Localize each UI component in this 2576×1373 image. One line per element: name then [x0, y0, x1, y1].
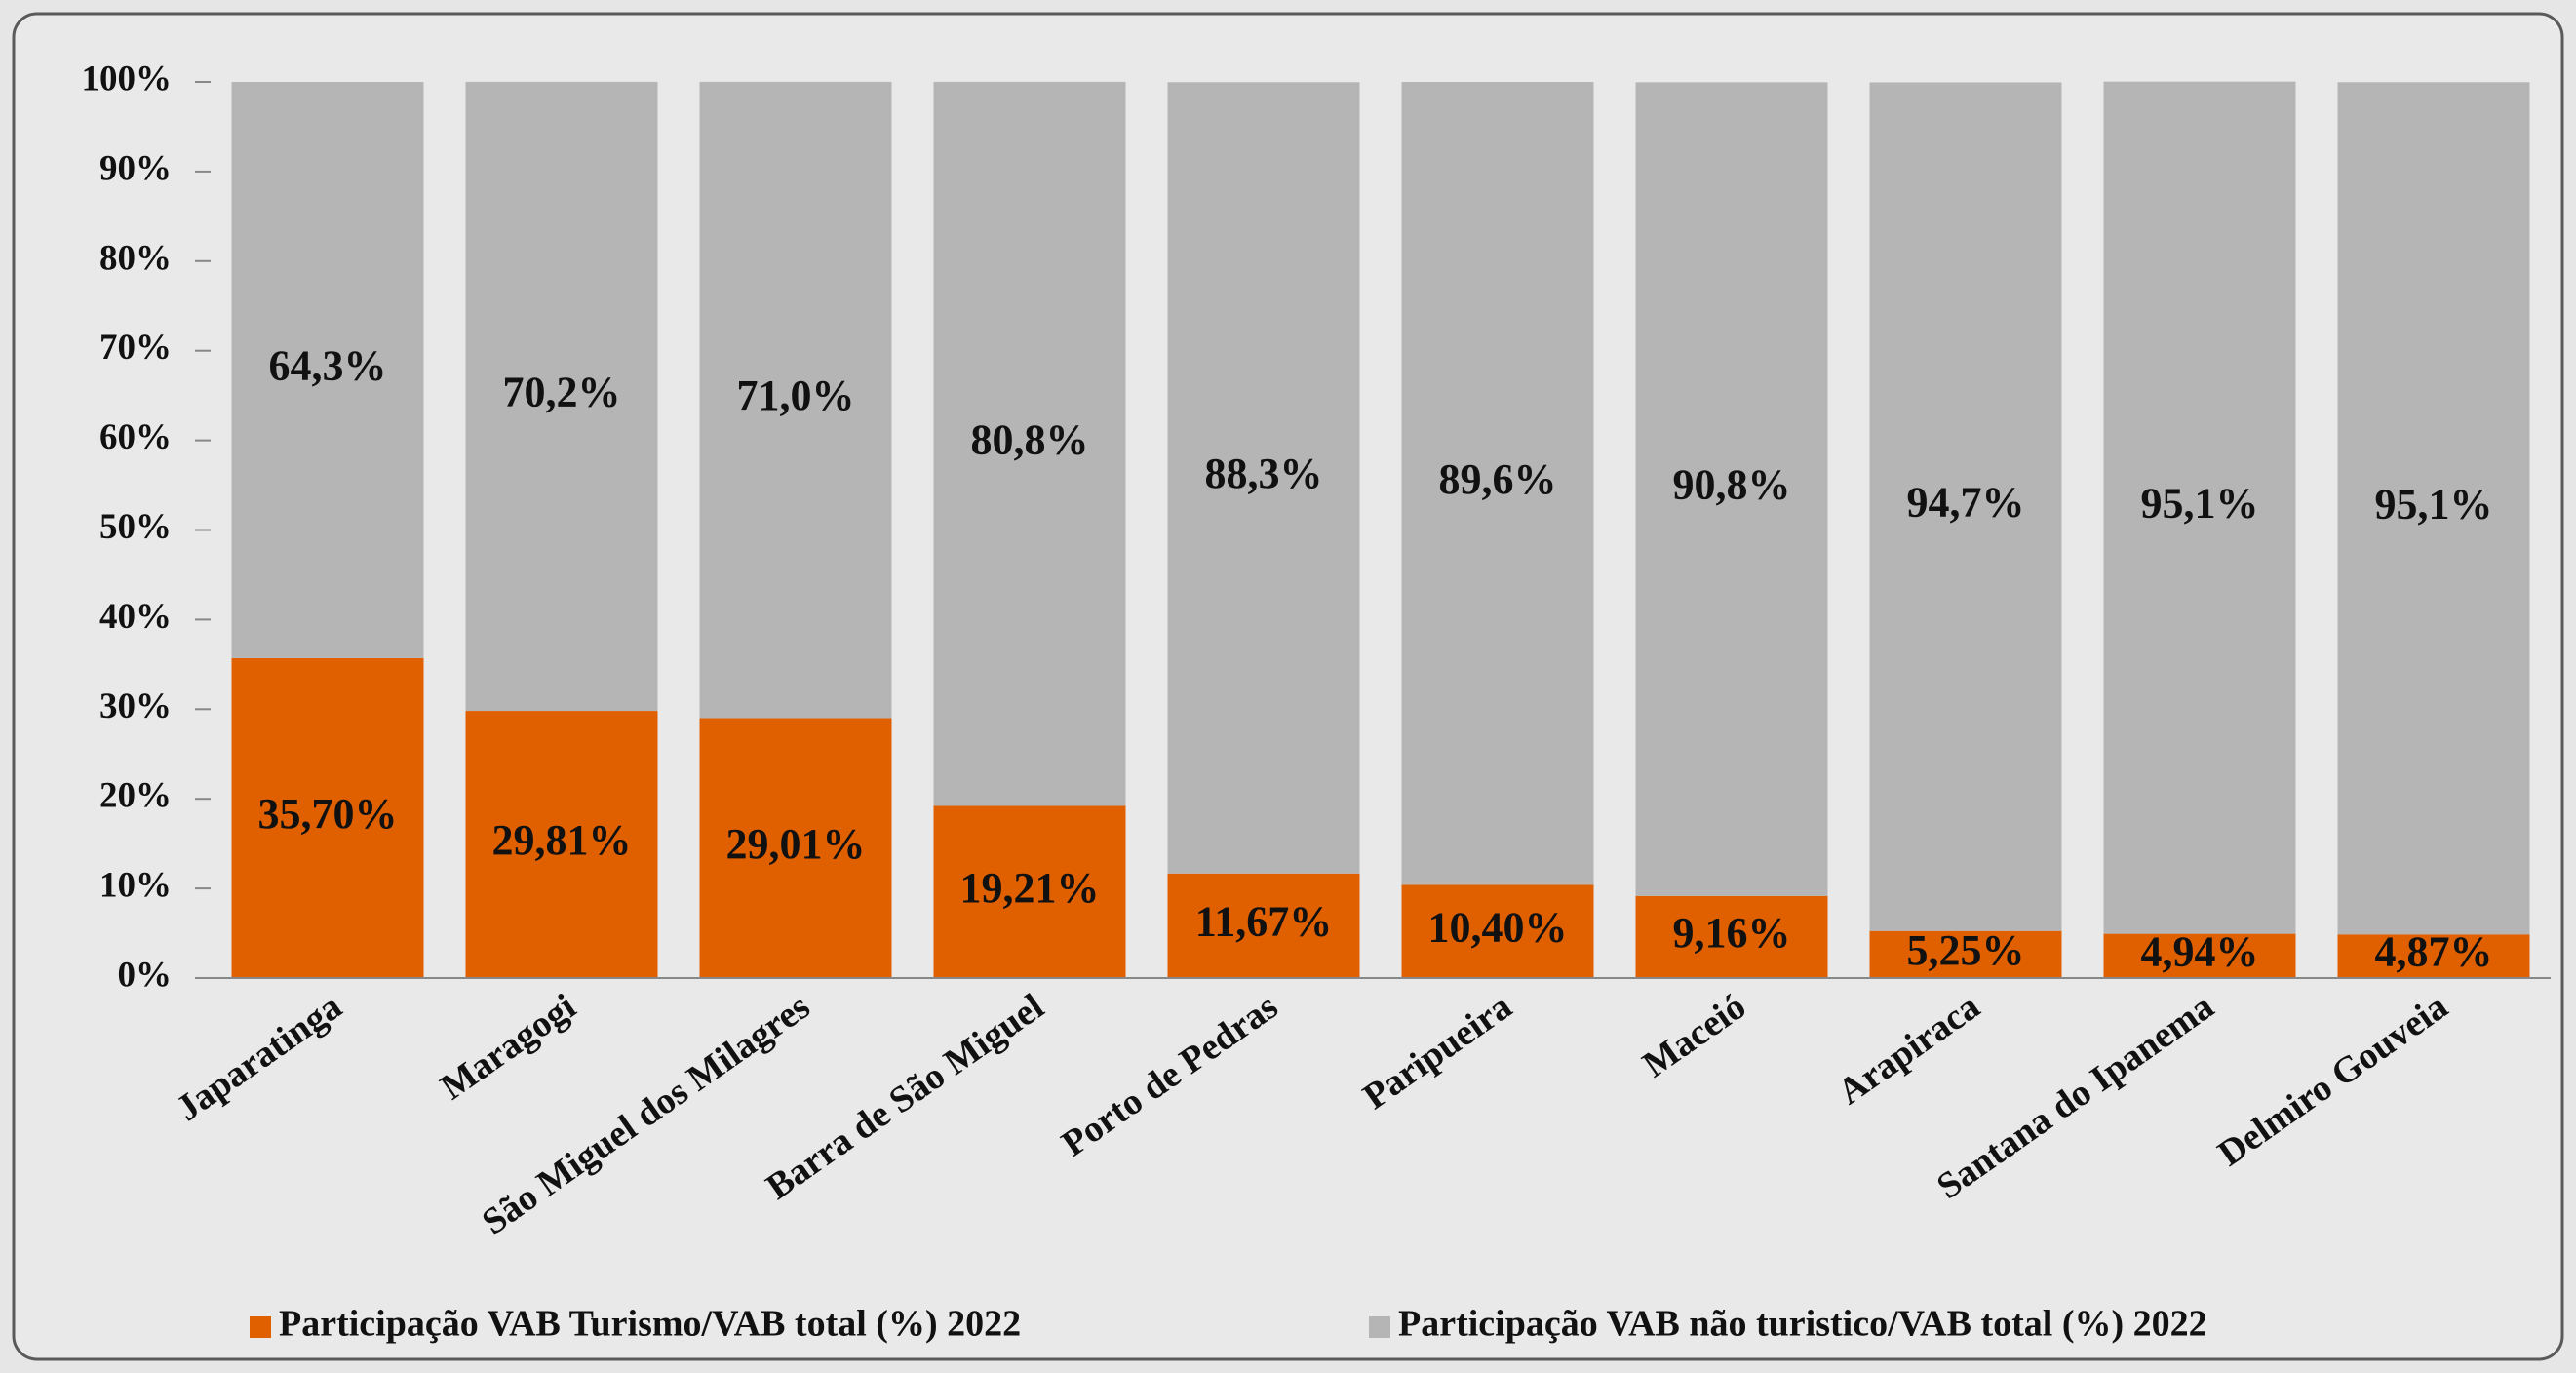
- bar-segment: [933, 81, 1126, 806]
- bar-segment: [1167, 82, 1360, 874]
- bar-segment: [231, 657, 424, 978]
- bar-segment: [1401, 82, 1594, 885]
- bar-segment: [2103, 81, 2296, 934]
- bar-segment: [1869, 82, 2062, 931]
- data-label: 9,16%: [1673, 909, 1791, 957]
- bar-segment: [2103, 933, 2296, 978]
- bar-segment: [1635, 82, 1828, 896]
- legend-label: Participação VAB Turismo/VAB total (%) 2…: [279, 1304, 1021, 1345]
- data-label: 64,3%: [269, 342, 387, 390]
- y-tick-label: 20%: [99, 776, 172, 816]
- data-label: 19,21%: [960, 864, 1100, 912]
- data-label: 11,67%: [1195, 897, 1333, 945]
- data-label: 80,8%: [971, 415, 1089, 463]
- data-label: 29,81%: [492, 816, 632, 864]
- bar-segment: [933, 805, 1126, 978]
- data-label: 5,25%: [1907, 926, 2025, 974]
- data-label: 71,0%: [737, 372, 855, 419]
- bar-segment: [2337, 934, 2530, 978]
- data-label: 4,94%: [2141, 927, 2259, 975]
- bar-segment: [465, 711, 658, 978]
- data-label: 35,70%: [258, 790, 398, 838]
- bar-segment: [231, 82, 424, 658]
- data-label: 95,1%: [2141, 480, 2259, 528]
- y-tick-label: 70%: [99, 328, 172, 368]
- bar-segment: [465, 81, 658, 712]
- bar-segment: [1167, 873, 1360, 978]
- y-tick-label: 60%: [99, 417, 172, 457]
- bar-segment: [1869, 930, 2062, 978]
- y-tick-label: 50%: [99, 507, 172, 547]
- y-tick-label: 40%: [99, 597, 172, 637]
- bar-segment: [1635, 895, 1828, 978]
- data-label: 4,87%: [2375, 928, 2493, 976]
- data-label: 95,1%: [2375, 480, 2493, 528]
- data-label: 89,6%: [1439, 455, 1557, 503]
- data-label: 10,40%: [1428, 903, 1568, 951]
- bar-segment: [699, 81, 892, 719]
- data-label: 88,3%: [1205, 450, 1323, 497]
- y-tick-label: 10%: [99, 866, 172, 906]
- legend-label: Participação VAB não turistico/VAB total…: [1398, 1304, 2207, 1345]
- data-label: 70,2%: [503, 369, 621, 416]
- bar-segment: [2337, 82, 2530, 935]
- data-label: 94,7%: [1907, 479, 2025, 527]
- legend-swatch: [1369, 1316, 1390, 1338]
- bar-segment: [699, 718, 892, 978]
- y-tick-label: 90%: [99, 148, 172, 188]
- bar-segment: [1401, 884, 1594, 978]
- data-label: 29,01%: [726, 820, 866, 868]
- y-tick-label: 30%: [99, 686, 172, 726]
- data-label: 90,8%: [1673, 461, 1791, 509]
- legend-swatch: [250, 1316, 271, 1338]
- y-tick-label: 0%: [118, 955, 173, 995]
- y-tick-label: 100%: [82, 59, 173, 98]
- y-tick-label: 80%: [99, 238, 172, 278]
